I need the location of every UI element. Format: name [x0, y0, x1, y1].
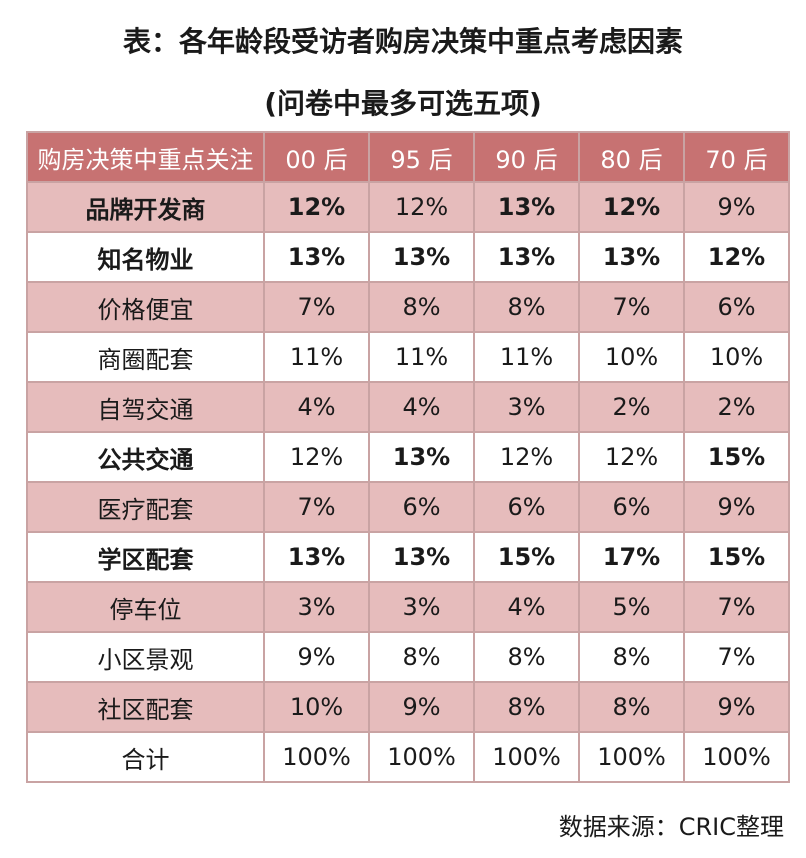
value-cell: 13%	[473, 231, 580, 283]
row-label-cell: 合计	[26, 731, 265, 783]
value-cell: 3%	[473, 381, 580, 433]
table-header-row: 购房决策中重点关注 00 后 95 后 90 后 80 后 70 后	[26, 131, 790, 183]
value-cell: 8%	[473, 681, 580, 733]
table-row: 医疗配套 7% 6% 6% 6% 9%	[26, 481, 790, 533]
value-cell: 100%	[473, 731, 580, 783]
table-row: 商圈配套 11% 11% 11% 10% 10%	[26, 331, 790, 383]
value-cell: 10%	[263, 681, 370, 733]
row-label-cell: 知名物业	[26, 231, 265, 283]
table-row: 价格便宜 7% 8% 8% 7% 6%	[26, 281, 790, 333]
value-cell: 4%	[473, 581, 580, 633]
table-row: 知名物业 13% 13% 13% 13% 12%	[26, 231, 790, 283]
row-label-cell: 社区配套	[26, 681, 265, 733]
value-cell: 100%	[578, 731, 685, 783]
value-cell: 13%	[368, 231, 475, 283]
value-cell: 6%	[368, 481, 475, 533]
value-cell: 12%	[263, 181, 370, 233]
value-cell: 17%	[578, 531, 685, 583]
value-cell: 13%	[578, 231, 685, 283]
value-cell: 4%	[263, 381, 370, 433]
value-cell: 7%	[683, 631, 790, 683]
table-title: 表：各年龄段受访者购房决策中重点考虑因素	[122, 25, 683, 58]
table-row: 社区配套 10% 9% 8% 8% 9%	[26, 681, 790, 733]
column-header: 90 后	[473, 131, 580, 183]
row-label-cell: 医疗配套	[26, 481, 265, 533]
value-cell: 7%	[263, 481, 370, 533]
column-header: 80 后	[578, 131, 685, 183]
row-label-cell: 商圈配套	[26, 331, 265, 383]
value-cell: 6%	[683, 281, 790, 333]
value-cell: 9%	[263, 631, 370, 683]
row-label-cell: 价格便宜	[26, 281, 265, 333]
value-cell: 8%	[578, 681, 685, 733]
value-cell: 10%	[683, 331, 790, 383]
table-row: 学区配套 13% 13% 15% 17% 15%	[26, 531, 790, 583]
value-cell: 11%	[263, 331, 370, 383]
value-cell: 3%	[368, 581, 475, 633]
value-cell: 15%	[683, 431, 790, 483]
value-cell: 4%	[368, 381, 475, 433]
value-cell: 15%	[473, 531, 580, 583]
value-cell: 12%	[683, 231, 790, 283]
row-label-cell: 小区景观	[26, 631, 265, 683]
value-cell: 9%	[368, 681, 475, 733]
value-cell: 100%	[368, 731, 475, 783]
value-cell: 9%	[683, 681, 790, 733]
table-row: 小区景观 9% 8% 8% 8% 7%	[26, 631, 790, 683]
column-header: 70 后	[683, 131, 790, 183]
row-label-cell: 公共交通	[26, 431, 265, 483]
value-cell: 100%	[683, 731, 790, 783]
value-cell: 9%	[683, 181, 790, 233]
row-label-cell: 学区配套	[26, 531, 265, 583]
value-cell: 13%	[263, 531, 370, 583]
column-header: 00 后	[263, 131, 370, 183]
column-header: 95 后	[368, 131, 475, 183]
value-cell: 7%	[683, 581, 790, 633]
value-cell: 2%	[683, 381, 790, 433]
value-cell: 12%	[473, 431, 580, 483]
row-label-cell: 品牌开发商	[26, 181, 265, 233]
value-cell: 7%	[263, 281, 370, 333]
table-row: 公共交通 12% 13% 12% 12% 15%	[26, 431, 790, 483]
value-cell: 11%	[368, 331, 475, 383]
row-label-cell: 停车位	[26, 581, 265, 633]
source-note: 数据来源：CRIC整理	[558, 813, 784, 841]
value-cell: 10%	[578, 331, 685, 383]
value-cell: 8%	[368, 631, 475, 683]
value-cell: 9%	[683, 481, 790, 533]
value-cell: 12%	[368, 181, 475, 233]
data-table: 购房决策中重点关注 00 后 95 后 90 后 80 后 70 后 品牌开发商…	[26, 131, 790, 783]
value-cell: 12%	[263, 431, 370, 483]
value-cell: 13%	[473, 181, 580, 233]
value-cell: 13%	[368, 431, 475, 483]
value-cell: 8%	[473, 281, 580, 333]
value-cell: 11%	[473, 331, 580, 383]
value-cell: 12%	[578, 431, 685, 483]
table-row: 自驾交通 4% 4% 3% 2% 2%	[26, 381, 790, 433]
value-cell: 8%	[578, 631, 685, 683]
value-cell: 12%	[578, 181, 685, 233]
table-row: 停车位 3% 3% 4% 5% 7%	[26, 581, 790, 633]
value-cell: 5%	[578, 581, 685, 633]
value-cell: 15%	[683, 531, 790, 583]
value-cell: 13%	[368, 531, 475, 583]
value-cell: 3%	[263, 581, 370, 633]
column-header: 购房决策中重点关注	[26, 131, 265, 183]
value-cell: 6%	[578, 481, 685, 533]
value-cell: 100%	[263, 731, 370, 783]
value-cell: 8%	[473, 631, 580, 683]
table-subtitle: (问卷中最多可选五项)	[264, 87, 542, 120]
table-row: 合计 100% 100% 100% 100% 100%	[26, 731, 790, 783]
value-cell: 13%	[263, 231, 370, 283]
value-cell: 8%	[368, 281, 475, 333]
value-cell: 2%	[578, 381, 685, 433]
value-cell: 6%	[473, 481, 580, 533]
value-cell: 7%	[578, 281, 685, 333]
table-row: 品牌开发商 12% 12% 13% 12% 9%	[26, 181, 790, 233]
row-label-cell: 自驾交通	[26, 381, 265, 433]
